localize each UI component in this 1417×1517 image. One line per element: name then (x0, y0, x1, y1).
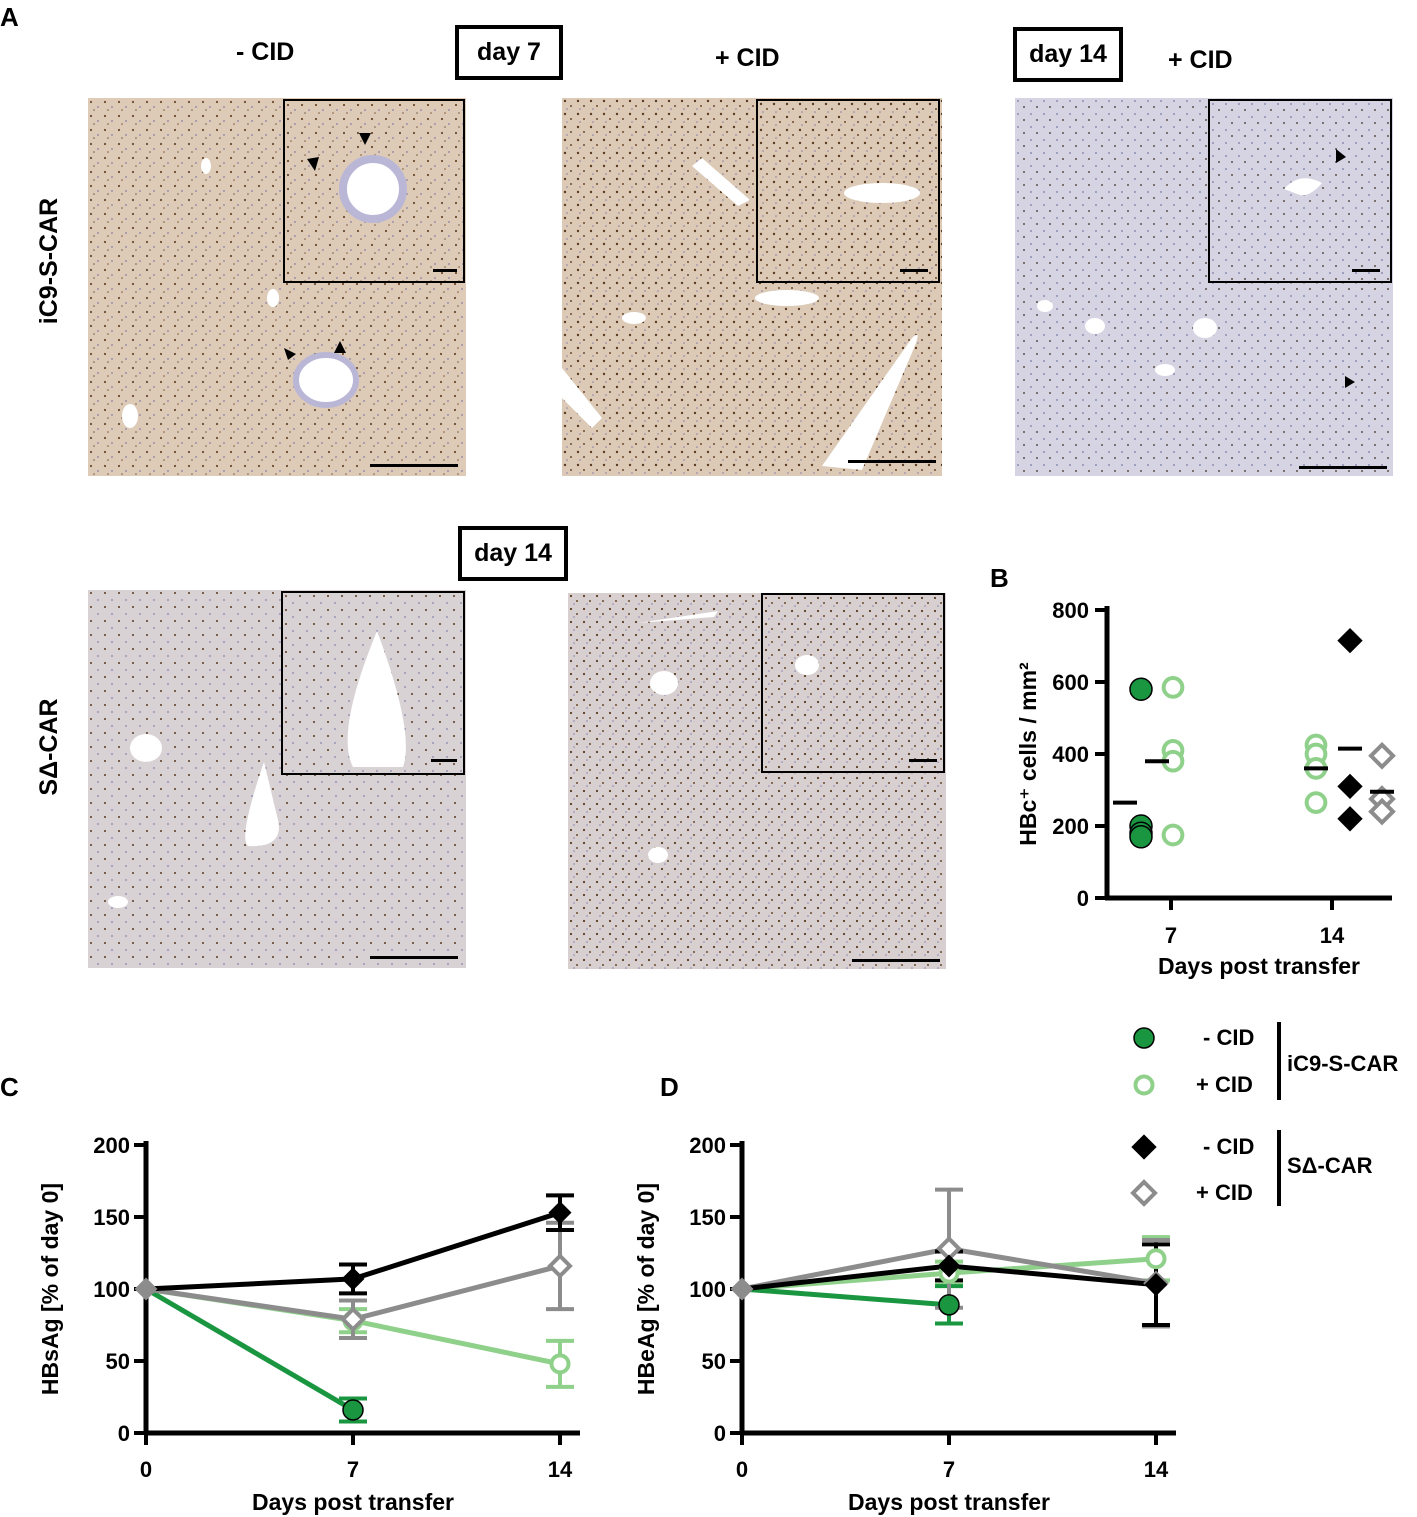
x-tick-label: 7 (347, 1457, 359, 1482)
data-point (1129, 825, 1153, 849)
panel-d-letter: D (660, 1072, 679, 1102)
data-point (134, 1277, 158, 1301)
y-tick-label: 50 (702, 1349, 726, 1374)
inset-sdelta-minus-cid-day14 (281, 591, 465, 775)
y-tick-label: 200 (93, 1133, 130, 1158)
data-point (1161, 823, 1185, 847)
condition-minus-cid-label: - CID (236, 38, 295, 66)
legend-marker (1131, 1134, 1157, 1160)
data-point (1337, 627, 1363, 654)
legend-bracket-1 (1277, 1022, 1281, 1100)
data-point (937, 1254, 961, 1278)
data-point (1337, 806, 1363, 832)
y-tick-label: 0 (1077, 886, 1089, 911)
data-point (1368, 797, 1396, 826)
data-point (549, 1353, 571, 1375)
y-axis-label: HBsAg [% of day 0] (37, 1183, 63, 1395)
legend-bracket-2 (1277, 1130, 1281, 1206)
micrograph-sdelta-minus-cid-day14 (88, 590, 466, 968)
data-point (1368, 741, 1396, 770)
x-tick-label: 0 (736, 1457, 748, 1482)
y-tick-label: 100 (93, 1277, 130, 1302)
panel-b-letter: B (990, 563, 1009, 593)
x-tick-label: 0 (140, 1457, 152, 1482)
y-tick-label: 150 (689, 1205, 726, 1230)
x-axis-label: Days post transfer (848, 1489, 1050, 1515)
legend-marker (1133, 1074, 1155, 1096)
data-point (342, 1399, 364, 1421)
legend-label-sdelta-minus: - CID (1203, 1134, 1255, 1159)
data-point (341, 1267, 365, 1291)
series-line (741, 1286, 950, 1308)
legend-group-sdelta-car: SΔ-CAR (1287, 1153, 1373, 1178)
y-tick-label: 150 (93, 1205, 130, 1230)
x-tick-label: 7 (943, 1457, 955, 1482)
data-point (1144, 1273, 1168, 1297)
y-tick-label: 400 (1052, 742, 1089, 767)
micrograph-ic9-minus-cid-day7 (88, 98, 466, 476)
day14-box-bottom: day 14 (458, 526, 568, 581)
x-axis-label: Days post transfer (1158, 953, 1360, 979)
legend-group-ic9-s-car: iC9-S-CAR (1287, 1051, 1399, 1076)
x-tick-label: 14 (548, 1457, 573, 1482)
data-point (340, 1306, 366, 1333)
inset-sdelta-plus-cid-day14 (761, 593, 945, 773)
condition-plus-cid-label-2: + CID (1168, 46, 1233, 74)
x-axis-label: Days post transfer (252, 1489, 454, 1515)
micrograph-ic9-plus-cid-day14 (1015, 98, 1393, 476)
panel-a-letter: A (0, 2, 19, 32)
inset-ic9-plus-cid-day7 (756, 99, 940, 283)
scale-bar (848, 460, 936, 463)
y-tick-label: 800 (1052, 598, 1089, 623)
legend-markers (1130, 1027, 1158, 1207)
legend-marker (1130, 1179, 1158, 1207)
data-point (1161, 676, 1185, 699)
y-axis-label: HBeAg [% of day 0] (633, 1183, 659, 1395)
inset-ic9-minus-cid-day7 (283, 99, 465, 283)
data-point (938, 1294, 960, 1316)
micrograph-ic9-plus-cid-day7 (562, 98, 942, 476)
y-axis-label: HBc⁺ cells / mm² (1015, 662, 1041, 846)
x-tick-label: 14 (1320, 923, 1345, 948)
condition-plus-cid-label: + CID (715, 44, 780, 72)
data-point (1304, 791, 1328, 814)
data-point (548, 1201, 572, 1225)
chart-d-hbeag: 0 50 100 150 200 0 7 14 Days post transfer HBeAg … (633, 1133, 1176, 1515)
y-tick-label: 50 (106, 1349, 130, 1374)
scale-bar (370, 956, 458, 959)
scale-bar (1299, 466, 1387, 469)
legend-label-ic9-plus: + CID (1196, 1072, 1253, 1097)
legend-marker (1133, 1027, 1155, 1049)
scale-bar (852, 959, 940, 962)
chart-b-hbc-cells: 0 200 400 600 800 7 14 Days post transfer HBc⁺ c… (1015, 598, 1396, 979)
y-tick-label: 600 (1052, 670, 1089, 695)
x-tick-label: 14 (1144, 1457, 1169, 1482)
data-point (730, 1277, 754, 1301)
y-tick-label: 100 (689, 1277, 726, 1302)
y-tick-label: 0 (714, 1421, 726, 1446)
data-point (1337, 773, 1363, 800)
legend-label-ic9-minus: - CID (1203, 1025, 1255, 1050)
scale-bar (370, 464, 458, 467)
panel-c-letter: C (0, 1072, 19, 1102)
chart-c-hbsag: 0 50 100 150 200 0 7 14 Days post transfer HBsAg … (37, 1133, 580, 1515)
data-point (1145, 1248, 1167, 1270)
day14-box-top: day 14 (1013, 27, 1123, 82)
y-tick-label: 0 (118, 1421, 130, 1446)
x-tick-label: 7 (1165, 923, 1177, 948)
series-line (144, 1286, 355, 1413)
legend-label-sdelta-plus: + CID (1196, 1180, 1253, 1205)
inset-ic9-plus-cid-day14 (1208, 99, 1392, 283)
y-tick-label: 200 (689, 1133, 726, 1158)
data-point (547, 1253, 573, 1279)
data-point (1129, 677, 1153, 701)
y-tick-label: 200 (1052, 814, 1089, 839)
micrograph-sdelta-plus-cid-day14 (568, 593, 946, 969)
day7-box: day 7 (455, 25, 563, 80)
